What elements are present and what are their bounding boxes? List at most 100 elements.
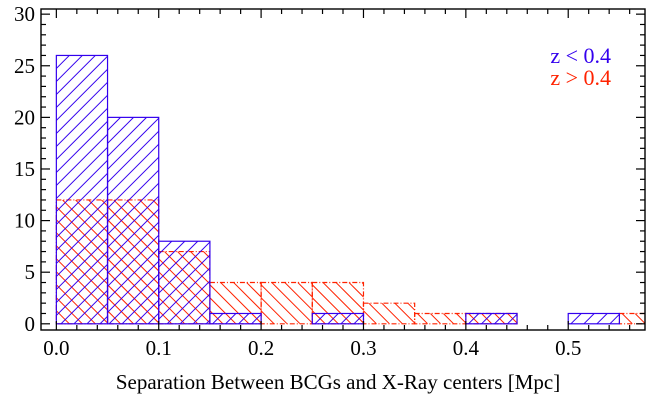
bar-outline — [311, 312, 365, 325]
hatch-line — [465, 323, 467, 324]
hatch-line — [73, 289, 108, 324]
hatch-line — [107, 232, 159, 285]
bar-outline — [567, 312, 621, 325]
hatch-line — [335, 282, 364, 311]
hist-bar — [209, 312, 275, 325]
hatch-line — [158, 267, 210, 320]
hatch-line — [209, 284, 250, 324]
bar-hatch — [209, 313, 275, 324]
hatch-line — [56, 68, 108, 122]
x-tick-label: 0.0 — [43, 336, 69, 360]
hatch-line — [363, 310, 377, 324]
hatch-line — [367, 313, 377, 323]
hist-bar — [414, 312, 467, 325]
bar-outline — [55, 54, 109, 325]
hatch-line — [251, 313, 262, 324]
labels-layer: 0.0 0.1 0.2 0.3 0.4 0.5 0 5 10 15 20 25 30 — [14, 2, 581, 360]
hatch-line — [56, 250, 108, 304]
hatch-line — [623, 313, 633, 323]
bar-hatch — [56, 199, 342, 324]
hatch-line — [107, 284, 147, 324]
bar-hatch — [56, 55, 641, 324]
hatch-line — [62, 199, 108, 246]
hist-bar — [567, 312, 633, 325]
hist-bar — [465, 312, 518, 325]
hatch-line — [373, 55, 641, 323]
hatch-line — [56, 94, 108, 148]
hatch-line — [465, 313, 467, 315]
hatch-line — [282, 55, 550, 323]
hatch-line — [340, 313, 352, 324]
hatch-line — [56, 55, 108, 109]
hatch-line — [158, 284, 199, 324]
bar-outline — [465, 312, 518, 325]
hatch-line — [252, 117, 458, 323]
hatch-line — [322, 282, 364, 324]
bar-hatch — [107, 117, 484, 324]
hatch-line — [179, 293, 210, 324]
hatch-line — [218, 200, 342, 324]
hatch-line — [284, 282, 313, 311]
hatch-line — [166, 200, 290, 324]
hatch-line — [204, 55, 472, 323]
hatch-line — [56, 271, 108, 324]
hatch-line — [381, 303, 403, 324]
hatch-line — [619, 323, 620, 324]
hatch-line — [225, 313, 237, 324]
hatch-line — [158, 241, 210, 294]
hatch-line — [243, 55, 511, 323]
hatch-line — [192, 306, 210, 324]
hatch-line — [353, 313, 364, 324]
hist-bar — [106, 116, 484, 325]
hatch-line — [107, 258, 159, 311]
hatch-line — [56, 258, 108, 311]
hatch-line — [230, 55, 498, 323]
hatch-line — [164, 251, 210, 298]
hatch-line — [244, 200, 368, 324]
y-tick-label: 10 — [14, 209, 35, 233]
hatch-line — [107, 221, 159, 275]
y-tick-label: 5 — [25, 260, 36, 284]
hatch-line — [334, 55, 602, 323]
hatch-line — [278, 117, 484, 323]
hatch-line — [265, 313, 275, 323]
hatch-line — [442, 313, 455, 324]
hatch-line — [416, 313, 429, 324]
hatch-line — [56, 284, 96, 324]
hatch-line — [414, 323, 416, 324]
hatch-line — [56, 81, 108, 135]
hatch-line — [152, 199, 159, 207]
hatch-line — [107, 271, 159, 324]
bars-layer — [55, 54, 645, 325]
x-tick-label: 0.1 — [146, 336, 172, 360]
hatch-line — [107, 297, 134, 324]
hatch-line — [348, 282, 364, 298]
hatch-line — [481, 313, 493, 324]
hatch-line — [107, 208, 159, 262]
hatch-line — [190, 251, 210, 272]
hatch-line — [596, 313, 608, 324]
hatch-line — [261, 297, 288, 324]
hatch-line — [297, 282, 313, 298]
hatch-line — [583, 313, 595, 324]
hatch-line — [56, 185, 108, 239]
hatch-line — [269, 55, 537, 323]
hatch-line — [158, 241, 186, 268]
hatch-line — [191, 55, 459, 323]
hatch-line — [107, 117, 147, 158]
x-tick-label: 0.5 — [555, 336, 581, 360]
hatch-line — [107, 247, 159, 301]
hatch-line — [56, 237, 108, 291]
hatch-line — [56, 263, 108, 317]
hatch-line — [239, 117, 445, 323]
hatch-line — [312, 313, 313, 315]
hatch-line — [158, 254, 210, 307]
hatch-line — [265, 117, 471, 323]
bar-hatch — [414, 313, 466, 324]
bar-hatch — [158, 241, 210, 324]
hatch-line — [217, 55, 485, 323]
hatch-line — [295, 55, 563, 323]
bar-hatch — [619, 313, 645, 324]
